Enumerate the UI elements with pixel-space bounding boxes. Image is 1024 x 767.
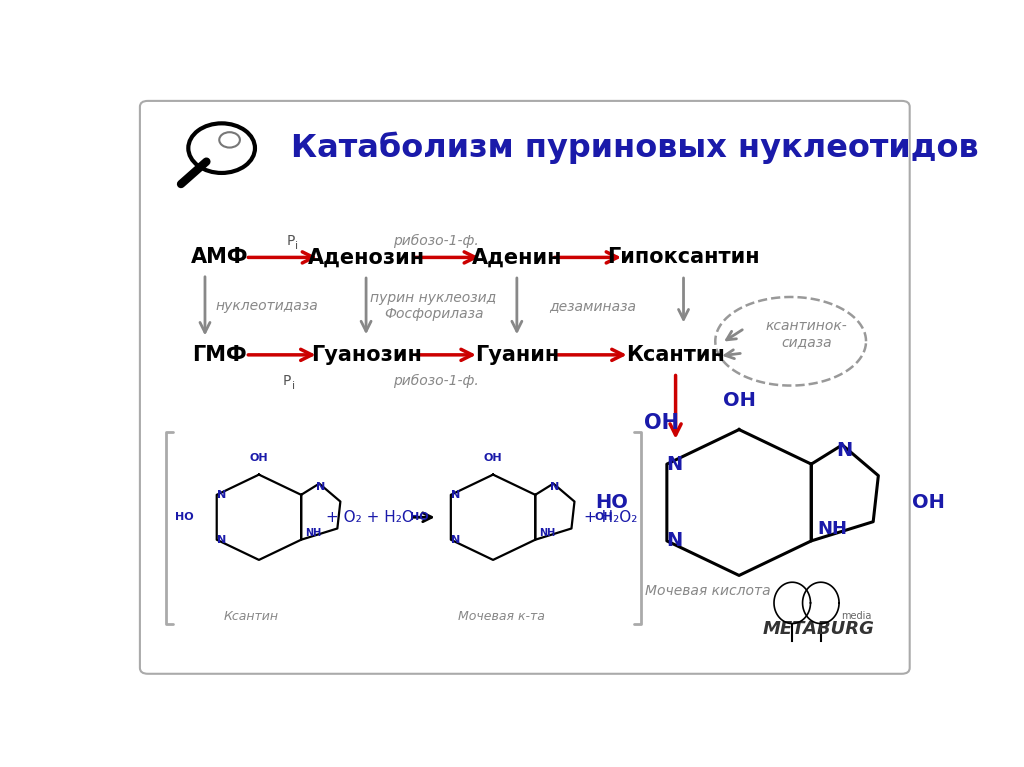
Text: NH: NH <box>817 520 847 538</box>
Text: Аденин: Аденин <box>472 248 562 268</box>
Text: P: P <box>283 374 291 388</box>
Text: Гуанозин: Гуанозин <box>310 345 422 365</box>
Text: N: N <box>217 535 226 545</box>
FancyBboxPatch shape <box>140 101 909 673</box>
Text: Катаболизм пуриновых нуклеотидов: Катаболизм пуриновых нуклеотидов <box>291 132 978 164</box>
Text: i: i <box>292 381 295 391</box>
Text: N: N <box>667 455 683 473</box>
Text: OH: OH <box>594 512 612 522</box>
Text: N: N <box>217 490 226 500</box>
Text: + O₂ + H₂O: + O₂ + H₂O <box>326 510 414 525</box>
Text: ксантинок-
сидаза: ксантинок- сидаза <box>766 319 848 349</box>
Text: OH: OH <box>250 453 268 463</box>
Text: N: N <box>667 532 683 551</box>
Text: Мочевая кислота: Мочевая кислота <box>644 584 770 598</box>
Text: media: media <box>842 611 871 621</box>
Text: N: N <box>451 535 460 545</box>
Text: HO: HO <box>410 512 428 522</box>
Text: METABURG: METABURG <box>763 621 874 638</box>
Text: i: i <box>296 241 299 251</box>
Text: Ксантин: Ксантин <box>626 345 725 365</box>
Text: NH: NH <box>540 528 555 538</box>
Text: OH: OH <box>644 413 679 433</box>
Text: P: P <box>287 234 295 248</box>
Text: Мочевая к-та: Мочевая к-та <box>458 610 545 623</box>
Text: + H₂O₂: + H₂O₂ <box>584 510 637 525</box>
Text: ГМФ: ГМФ <box>191 345 247 365</box>
Text: Гипоксантин: Гипоксантин <box>607 248 760 268</box>
Text: OH: OH <box>723 391 756 410</box>
Text: N: N <box>837 441 853 460</box>
Text: дезаминаза: дезаминаза <box>549 299 636 313</box>
Text: N: N <box>451 490 460 500</box>
Text: N: N <box>550 482 559 492</box>
Text: HO: HO <box>595 493 628 512</box>
Text: Гуанин: Гуанин <box>475 345 559 365</box>
Text: OH: OH <box>912 493 945 512</box>
Text: пурин нуклеозид
Фосфорилаза: пурин нуклеозид Фосфорилаза <box>371 291 497 321</box>
Text: OH: OH <box>483 453 503 463</box>
Text: нуклеотидаза: нуклеотидаза <box>215 299 318 313</box>
Text: рибозо-1-ф.: рибозо-1-ф. <box>393 374 479 388</box>
Text: HO: HO <box>175 512 195 522</box>
Text: Аденозин: Аденозин <box>307 248 425 268</box>
Text: NH: NH <box>305 528 322 538</box>
Text: рибозо-1-ф.: рибозо-1-ф. <box>393 234 479 248</box>
Text: АМФ: АМФ <box>190 248 248 268</box>
Text: Ксантин: Ксантин <box>223 610 279 623</box>
Text: N: N <box>316 482 326 492</box>
